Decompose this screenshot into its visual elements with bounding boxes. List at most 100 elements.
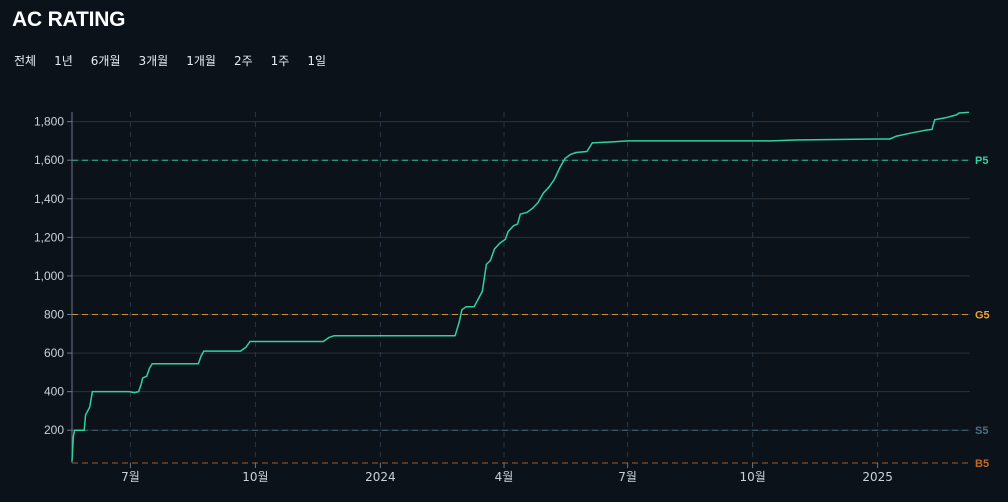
rating-point — [477, 298, 479, 300]
tab-2-weeks[interactable]: 2주 — [228, 50, 259, 71]
rating-point — [875, 138, 877, 140]
rating-point — [499, 242, 501, 244]
rating-point — [627, 140, 629, 142]
rating-point — [91, 391, 93, 393]
rating-point — [586, 150, 588, 153]
x-tick-label: 2025 — [862, 470, 893, 484]
rating-point — [239, 350, 242, 352]
rating-point — [85, 414, 87, 416]
y-tick-label: 600 — [44, 346, 64, 360]
rating-point — [934, 119, 936, 121]
x-tick-label: 7월 — [618, 470, 637, 484]
rating-point — [71, 460, 73, 462]
rating-point — [924, 129, 926, 131]
y-tick-label: 1,400 — [34, 192, 64, 206]
rating-point — [249, 340, 251, 343]
rating-point — [454, 335, 456, 337]
y-tick-label: 1,000 — [34, 269, 64, 283]
rating-point — [245, 346, 247, 348]
y-tick-label: 400 — [44, 385, 64, 399]
tab-1-year[interactable]: 1년 — [48, 50, 79, 71]
rating-point — [553, 178, 555, 181]
rating-point — [575, 151, 577, 154]
rating-point — [489, 259, 491, 262]
rating-point — [493, 248, 496, 250]
tier-lines: P5 G5 S5 B5 — [72, 155, 990, 470]
page-title: AC RATING — [12, 8, 126, 31]
rating-point — [322, 340, 324, 343]
rating-point — [146, 375, 148, 377]
rating-point — [548, 186, 550, 188]
rating-point — [148, 367, 150, 370]
tier-label-p5: P5 — [975, 155, 988, 167]
rating-point — [955, 114, 958, 116]
y-tick-label: 200 — [44, 423, 64, 437]
x-tick-label: 10월 — [739, 470, 765, 484]
rating-point — [481, 290, 483, 292]
rating-point — [200, 355, 202, 357]
rating-point — [203, 350, 205, 352]
rating-point — [794, 139, 796, 141]
rating-point — [512, 225, 515, 227]
rating-point — [138, 391, 140, 393]
rating-point — [461, 309, 463, 311]
rating-point — [537, 202, 539, 204]
rating-point — [542, 192, 545, 194]
tier-label-b5: B5 — [975, 458, 989, 470]
rating-point — [896, 135, 898, 137]
tab-1-day[interactable]: 1일 — [301, 50, 332, 71]
rating-point — [570, 153, 572, 155]
grid — [72, 112, 970, 463]
rating-point — [142, 377, 144, 379]
rating-point — [889, 138, 891, 140]
rating-point — [151, 363, 153, 365]
y-tick-label: 1,800 — [34, 115, 64, 129]
x-tick-label: 2024 — [365, 470, 396, 484]
x-tick-label: 4월 — [495, 470, 514, 484]
rating-point — [140, 383, 142, 385]
rating-point — [333, 335, 335, 337]
rating-point — [171, 363, 174, 365]
tab-all[interactable]: 전체 — [8, 50, 42, 71]
rating-point — [197, 363, 199, 365]
rating-series-line — [71, 111, 969, 462]
tab-1-week[interactable]: 1주 — [265, 50, 296, 71]
tab-1-month[interactable]: 1개월 — [180, 50, 222, 71]
rating-point — [968, 111, 970, 113]
rating-point — [526, 211, 528, 213]
rating-point — [473, 306, 475, 308]
rating-point — [133, 392, 136, 394]
rating-point — [931, 128, 933, 130]
rating-point — [517, 223, 519, 225]
rating-point — [72, 435, 74, 437]
rating-point — [465, 306, 467, 308]
rating-point — [507, 231, 509, 233]
y-tick-label: 800 — [44, 308, 64, 322]
rating-point — [519, 213, 521, 215]
rating-point — [89, 406, 91, 408]
rating-point — [458, 321, 460, 323]
rating-point — [485, 263, 487, 265]
series — [71, 111, 970, 462]
y-tick-label: 1,600 — [34, 153, 64, 167]
rating-point — [958, 112, 960, 114]
rating-point — [612, 141, 614, 143]
tab-3-months[interactable]: 3개월 — [133, 50, 175, 71]
rating-point — [559, 167, 561, 169]
rating-point — [944, 117, 947, 119]
rating-point — [564, 157, 566, 159]
rating-point — [909, 132, 911, 134]
x-tick-label: 10월 — [242, 470, 268, 484]
tier-label-g5: G5 — [975, 310, 990, 322]
rating-point — [74, 429, 76, 431]
axes: 200 400 600 800 1,000 1,200 1,400 1,600 1,800 7월 1… — [34, 112, 893, 484]
rating-point — [504, 238, 506, 240]
tier-label-s5: S5 — [975, 425, 988, 437]
rating-point — [771, 140, 773, 142]
y-tick-label: 1,200 — [34, 230, 64, 244]
rating-point — [591, 142, 593, 144]
x-tick-label: 7월 — [121, 470, 140, 484]
rating-point — [531, 207, 534, 209]
tab-6-months[interactable]: 6개월 — [85, 50, 127, 71]
